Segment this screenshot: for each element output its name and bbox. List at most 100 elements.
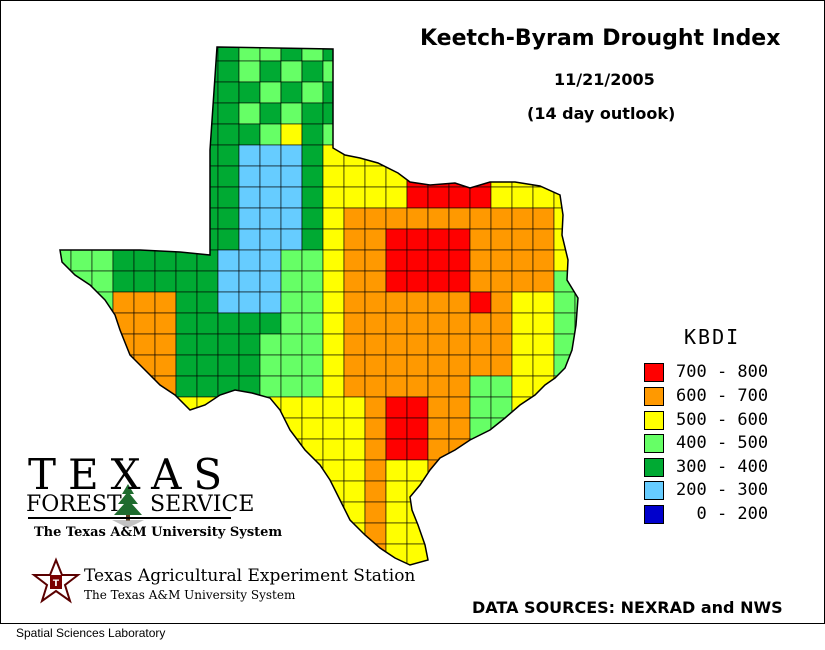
county-cell xyxy=(364,312,387,335)
county-cell xyxy=(301,270,324,293)
county-cell xyxy=(217,270,240,293)
county-cell xyxy=(532,81,555,104)
county-cell xyxy=(364,123,387,146)
county-cell xyxy=(259,47,282,62)
county-cell xyxy=(364,438,387,461)
county-cell xyxy=(60,186,72,209)
county-cell xyxy=(70,165,93,188)
county-cell xyxy=(574,333,578,356)
county-cell xyxy=(238,543,261,565)
legend-item: 600 - 700 xyxy=(644,386,768,406)
county-cell xyxy=(511,249,534,272)
county-cell xyxy=(385,81,408,104)
county-cell xyxy=(427,417,450,440)
county-cell xyxy=(154,354,177,377)
county-cell xyxy=(574,165,578,188)
county-cell xyxy=(532,165,555,188)
county-cell xyxy=(133,102,156,125)
county-cell xyxy=(60,417,72,440)
county-cell xyxy=(280,207,303,230)
county-cell xyxy=(469,543,492,565)
county-cell xyxy=(448,459,471,482)
county-cell xyxy=(259,207,282,230)
county-cell xyxy=(511,123,534,146)
county-cell xyxy=(427,81,450,104)
county-cell xyxy=(511,417,534,440)
county-cell xyxy=(385,186,408,209)
county-cell xyxy=(133,249,156,272)
county-cell xyxy=(532,291,555,314)
tfs-logo-subtitle: The Texas A&M University System xyxy=(34,525,283,540)
county-cell xyxy=(427,564,450,565)
county-cell xyxy=(553,501,576,524)
county-cell xyxy=(196,228,219,251)
county-cell xyxy=(238,291,261,314)
county-cell xyxy=(385,375,408,398)
county-cell xyxy=(427,354,450,377)
county-cell xyxy=(70,354,93,377)
county-cell xyxy=(364,459,387,482)
county-cell xyxy=(406,270,429,293)
county-cell xyxy=(70,228,93,251)
county-cell xyxy=(259,333,282,356)
county-cell xyxy=(364,270,387,293)
county-cell xyxy=(133,543,156,565)
county-cell xyxy=(60,102,72,125)
county-cell xyxy=(301,186,324,209)
county-cell xyxy=(553,417,576,440)
county-cell xyxy=(511,186,534,209)
county-cell xyxy=(91,60,114,83)
tfs-logo-forest: FOREST xyxy=(26,492,122,517)
county-cell xyxy=(259,312,282,335)
county-cell xyxy=(259,480,282,503)
county-cell xyxy=(133,333,156,356)
county-cell xyxy=(322,522,345,545)
county-cell xyxy=(511,501,534,524)
county-cell xyxy=(553,564,576,565)
county-cell xyxy=(364,354,387,377)
county-cell xyxy=(133,81,156,104)
county-cell xyxy=(280,270,303,293)
county-cell xyxy=(70,186,93,209)
county-cell xyxy=(175,270,198,293)
legend-swatch xyxy=(644,410,664,430)
county-cell xyxy=(133,312,156,335)
county-cell xyxy=(196,249,219,272)
county-cell xyxy=(343,501,366,524)
county-cell xyxy=(91,375,114,398)
county-cell xyxy=(448,501,471,524)
county-cell xyxy=(238,333,261,356)
county-cell xyxy=(217,165,240,188)
county-cell xyxy=(154,312,177,335)
county-cell xyxy=(343,459,366,482)
county-cell xyxy=(469,270,492,293)
map-subtitle: (14 day outlook) xyxy=(527,104,676,123)
county-cell xyxy=(322,543,345,565)
county-cell xyxy=(175,47,198,62)
county-cell xyxy=(343,102,366,125)
county-cell xyxy=(574,501,578,524)
county-cell xyxy=(448,375,471,398)
legend-swatch xyxy=(644,457,664,477)
county-cell xyxy=(196,312,219,335)
county-cell xyxy=(385,207,408,230)
county-cell xyxy=(112,60,135,83)
county-cell xyxy=(427,312,450,335)
county-cell xyxy=(469,186,492,209)
county-cell xyxy=(406,102,429,125)
county-cell xyxy=(406,228,429,251)
county-cell xyxy=(259,81,282,104)
county-cell xyxy=(238,417,261,440)
county-cell xyxy=(469,312,492,335)
county-cell xyxy=(259,186,282,209)
county-cell xyxy=(553,354,576,377)
county-cell xyxy=(448,564,471,565)
county-cell xyxy=(175,186,198,209)
county-cell xyxy=(112,228,135,251)
county-cell xyxy=(385,522,408,545)
county-cell xyxy=(511,438,534,461)
county-cell xyxy=(448,312,471,335)
county-cell xyxy=(343,333,366,356)
county-cell xyxy=(238,81,261,104)
county-cell xyxy=(91,249,114,272)
